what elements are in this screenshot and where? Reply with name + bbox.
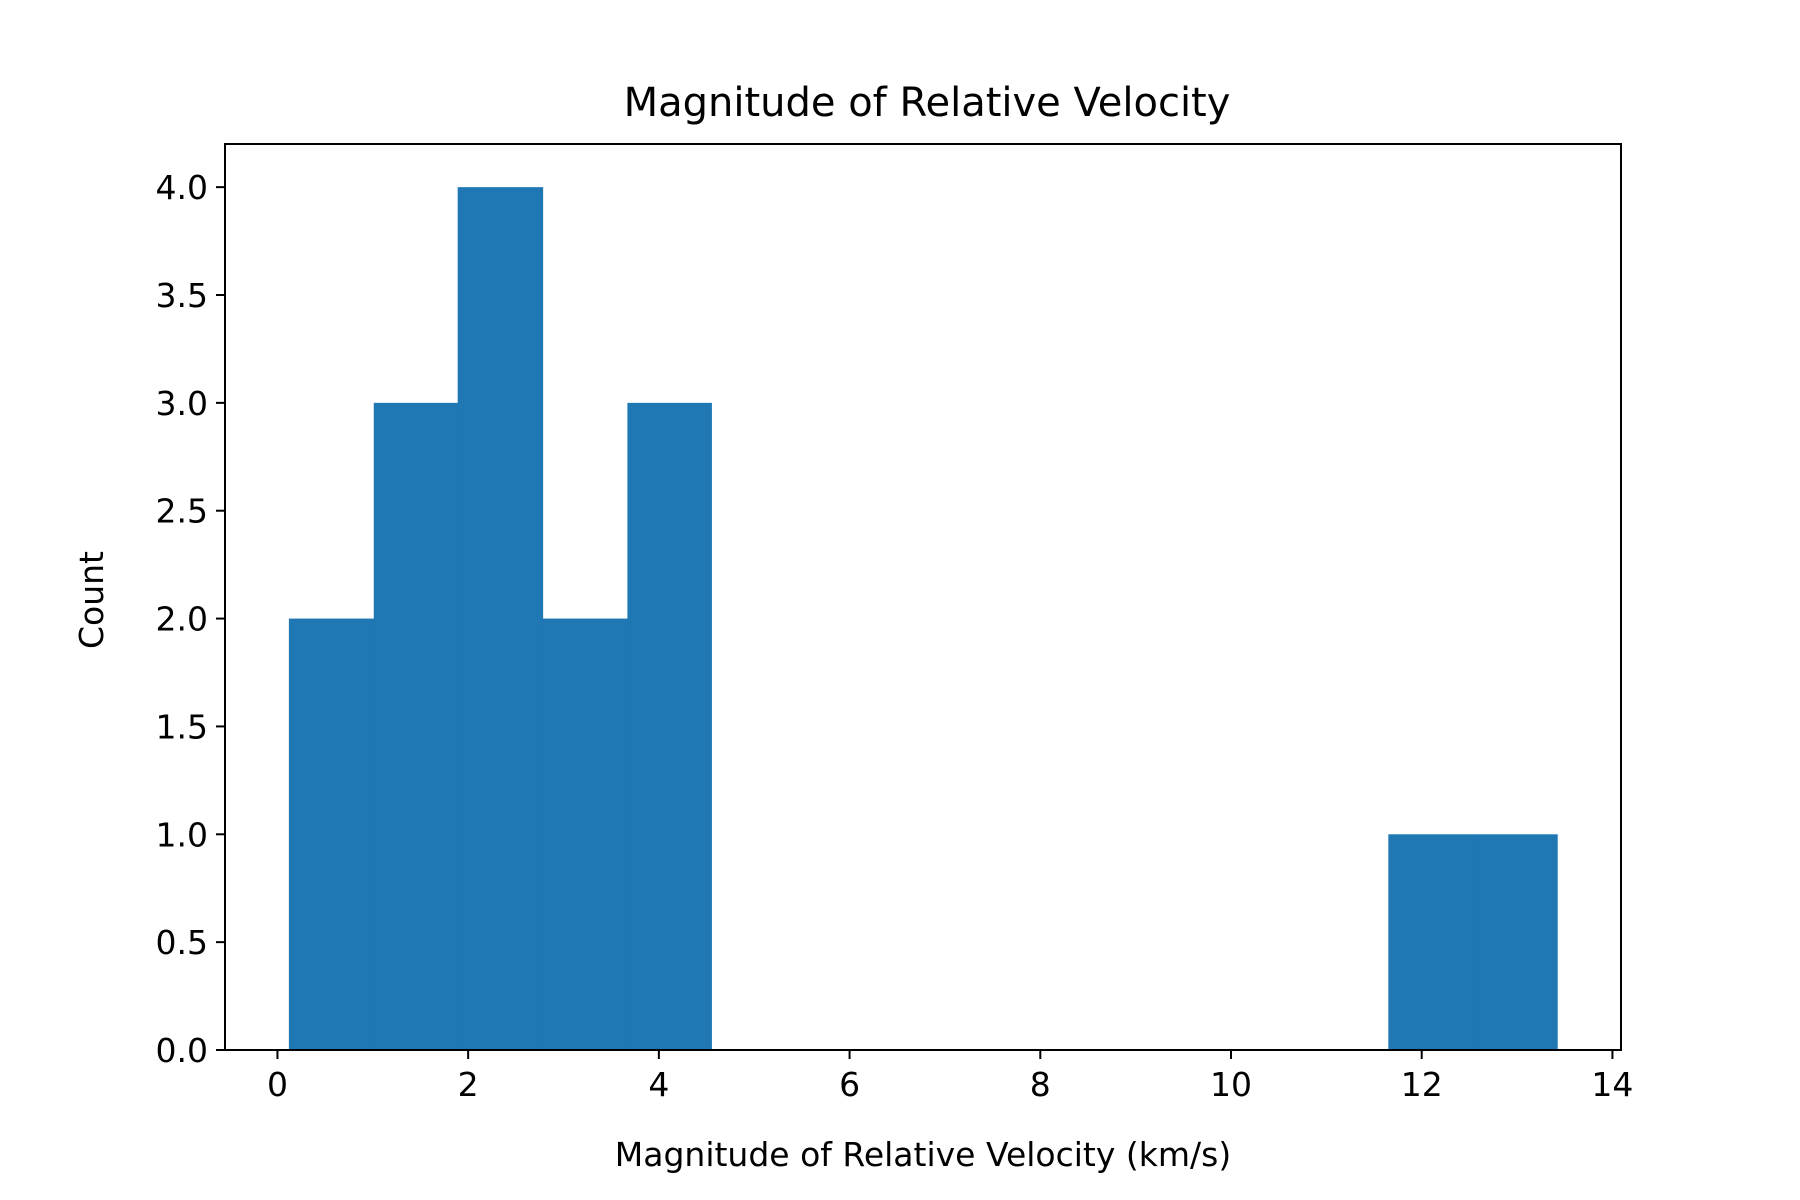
bars-group [288, 187, 1558, 1051]
plot-frame [224, 143, 1622, 1051]
x-tick-label-8: 8 [1030, 1065, 1051, 1104]
y-tick-label-0.5: 0.5 [156, 923, 208, 962]
bar-14 [1472, 834, 1558, 1050]
x-axis-label: Magnitude of Relative Velocity (km/s) [615, 1135, 1231, 1174]
y-tick-label-2.0: 2.0 [156, 600, 208, 639]
y-tick-label-1.0: 1.0 [156, 815, 208, 854]
x-tick-label-14: 14 [1591, 1065, 1633, 1104]
x-tick-label-0: 0 [267, 1065, 288, 1104]
y-tick-label-4.0: 4.0 [156, 168, 208, 207]
y-tick-label-0.0: 0.0 [156, 1031, 208, 1070]
x-tick-label-2: 2 [458, 1065, 479, 1104]
x-axis-ticks: 0 2 4 6 8 10 12 14 [267, 1050, 1633, 1104]
x-tick-label-4: 4 [648, 1065, 669, 1104]
bar-2 [457, 187, 544, 1051]
bar-13 [1388, 834, 1473, 1050]
x-tick-label-12: 12 [1401, 1065, 1443, 1104]
x-tick-label-10: 10 [1210, 1065, 1252, 1104]
y-tick-label-1.5: 1.5 [156, 707, 208, 746]
y-tick-label-3.0: 3.0 [156, 384, 208, 423]
x-tick-label-6: 6 [839, 1065, 860, 1104]
y-tick-label-2.5: 2.5 [156, 492, 208, 531]
y-tick-label-3.5: 3.5 [156, 276, 208, 315]
y-axis-ticks: 0.0 0.5 1.0 1.5 2.0 2.5 3.0 3.5 4.0 [156, 168, 225, 1070]
chart-title: Magnitude of Relative Velocity [624, 80, 1231, 126]
y-axis-label: Count [72, 551, 111, 649]
bar-1 [373, 402, 459, 1050]
bar-0 [288, 618, 375, 1050]
bar-4 [627, 402, 712, 1050]
bar-3 [542, 618, 628, 1050]
